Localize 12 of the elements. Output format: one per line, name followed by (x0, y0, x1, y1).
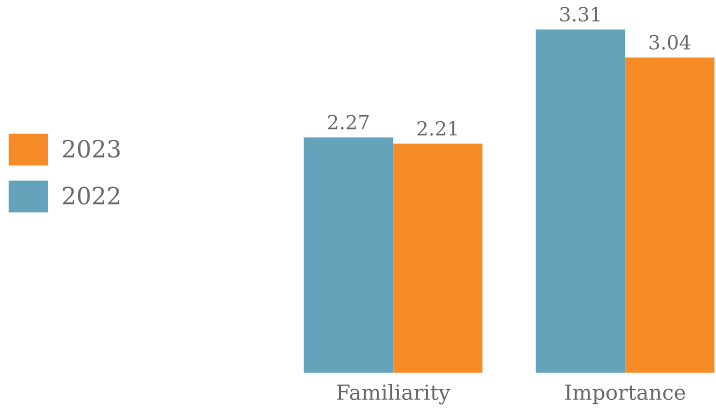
data-label: 3.04 (650, 34, 690, 50)
bar (304, 137, 394, 373)
bar (536, 30, 626, 373)
bar (625, 58, 714, 373)
x-tick-label: Familiarity (337, 384, 450, 404)
bar (393, 144, 482, 373)
legend-label: 2022 (62, 186, 120, 205)
x-tick-label: Importance (565, 384, 686, 404)
data-label: 2.21 (417, 120, 457, 136)
data-label: 3.31 (560, 6, 600, 22)
data-label: 2.27 (328, 114, 369, 130)
legend-label: 2023 (62, 140, 120, 158)
